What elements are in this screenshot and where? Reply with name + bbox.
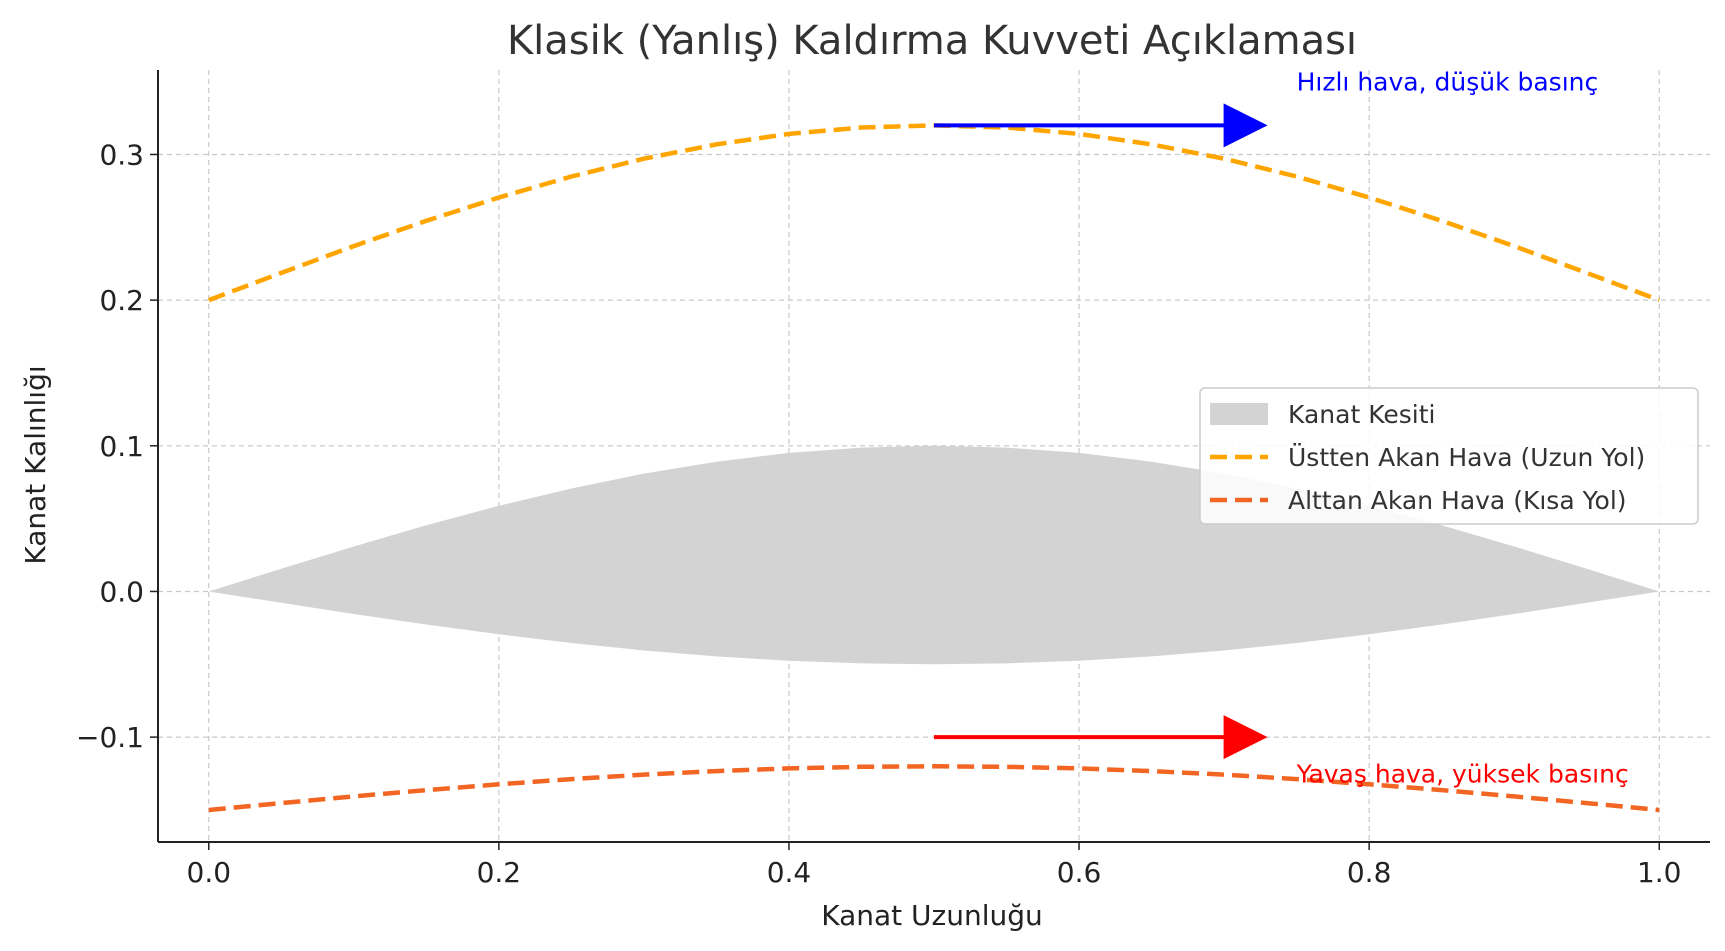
annotations: Hızlı hava, düşük basınç Yavaş hava, yüks… <box>1296 68 1629 789</box>
legend-box <box>1199 387 1699 525</box>
x-tick-label: 0.6 <box>1057 856 1102 889</box>
slow-air-annotation: Yavaş hava, yüksek basınç <box>1296 760 1629 789</box>
fast-air-arrow-head <box>1223 103 1268 148</box>
y-tick-label: 0.3 <box>99 138 144 171</box>
chart-title: Klasik (Yanlış) Kaldırma Kuvveti Açıklam… <box>507 18 1357 64</box>
x-tick-label: 0.4 <box>767 856 812 889</box>
x-tick-label: 0.8 <box>1347 856 1392 889</box>
fast-air-annotation: Hızlı hava, düşük basınç <box>1297 68 1599 97</box>
axes: 0.0 0.2 0.4 0.6 0.8 1.0 −0.1 0.0 0.1 0.2 0.3 <box>76 70 1710 889</box>
legend-swatch-wing <box>1210 403 1268 425</box>
y-tick-label: 0.0 <box>99 575 144 608</box>
legend-label: Kanat Kesiti <box>1288 400 1435 429</box>
x-tick-label: 0.0 <box>187 856 232 889</box>
y-tick-label: 0.2 <box>99 284 144 317</box>
y-tick-label: 0.1 <box>99 430 144 463</box>
y-tick-label: −0.1 <box>76 721 144 754</box>
flow-arrows <box>934 103 1268 760</box>
lower-air-flow-line <box>208 764 1660 813</box>
legend: Kanat Kesiti Üstten Akan Hava (Uzun Yol) A… <box>1199 387 1699 525</box>
x-tick-label: 1.0 <box>1637 856 1682 889</box>
slow-air-arrow-head <box>1223 715 1268 760</box>
x-axis-label: Kanat Uzunluğu <box>821 899 1043 932</box>
y-axis-label: Kanat Kalınlığı <box>19 365 52 564</box>
upper-air-flow-line <box>208 123 1660 303</box>
x-tick-label: 0.2 <box>477 856 522 889</box>
legend-label: Üstten Akan Hava (Uzun Yol) <box>1288 443 1645 472</box>
legend-label: Alttan Akan Hava (Kısa Yol) <box>1288 486 1627 515</box>
